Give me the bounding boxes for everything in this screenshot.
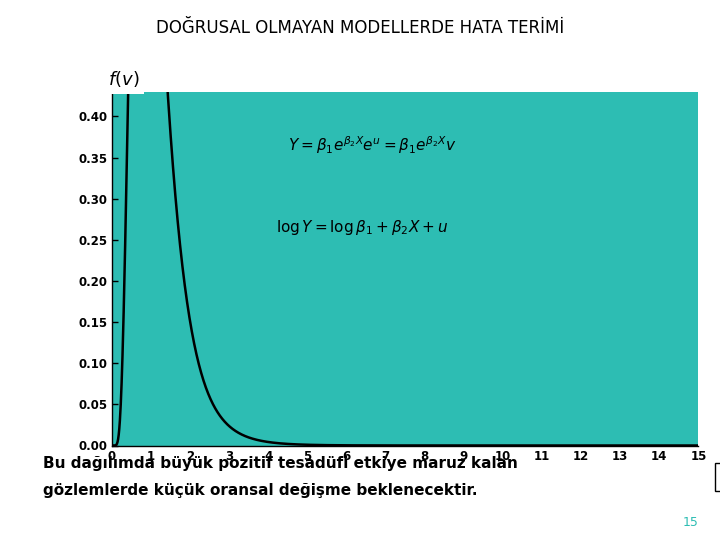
Text: Bu dağılımda büyük pozitif tesadüfi etkiye maruz kalan: Bu dağılımda büyük pozitif tesadüfi etki… [43, 456, 518, 471]
Text: 15: 15 [683, 516, 698, 529]
Text: $\log Y = \log \beta_1 + \beta_2 X + u$: $\log Y = \log \beta_1 + \beta_2 X + u$ [276, 218, 449, 237]
Text: $Y = \beta_1 e^{\beta_2 X} e^{u} = \beta_1 e^{\beta_2 X} v$: $Y = \beta_1 e^{\beta_2 X} e^{u} = \beta… [288, 134, 456, 156]
Text: gözlemlerde küçük oransal değişme beklenecektir.: gözlemlerde küçük oransal değişme beklen… [43, 483, 477, 498]
Text: $\mathbf{\mathit{f(v)}}$: $\mathbf{\mathit{f(v)}}$ [108, 69, 140, 89]
Text: DOĞRUSAL OLMAYAN MODELLERDE HATA TERİMİ: DOĞRUSAL OLMAYAN MODELLERDE HATA TERİMİ [156, 19, 564, 37]
